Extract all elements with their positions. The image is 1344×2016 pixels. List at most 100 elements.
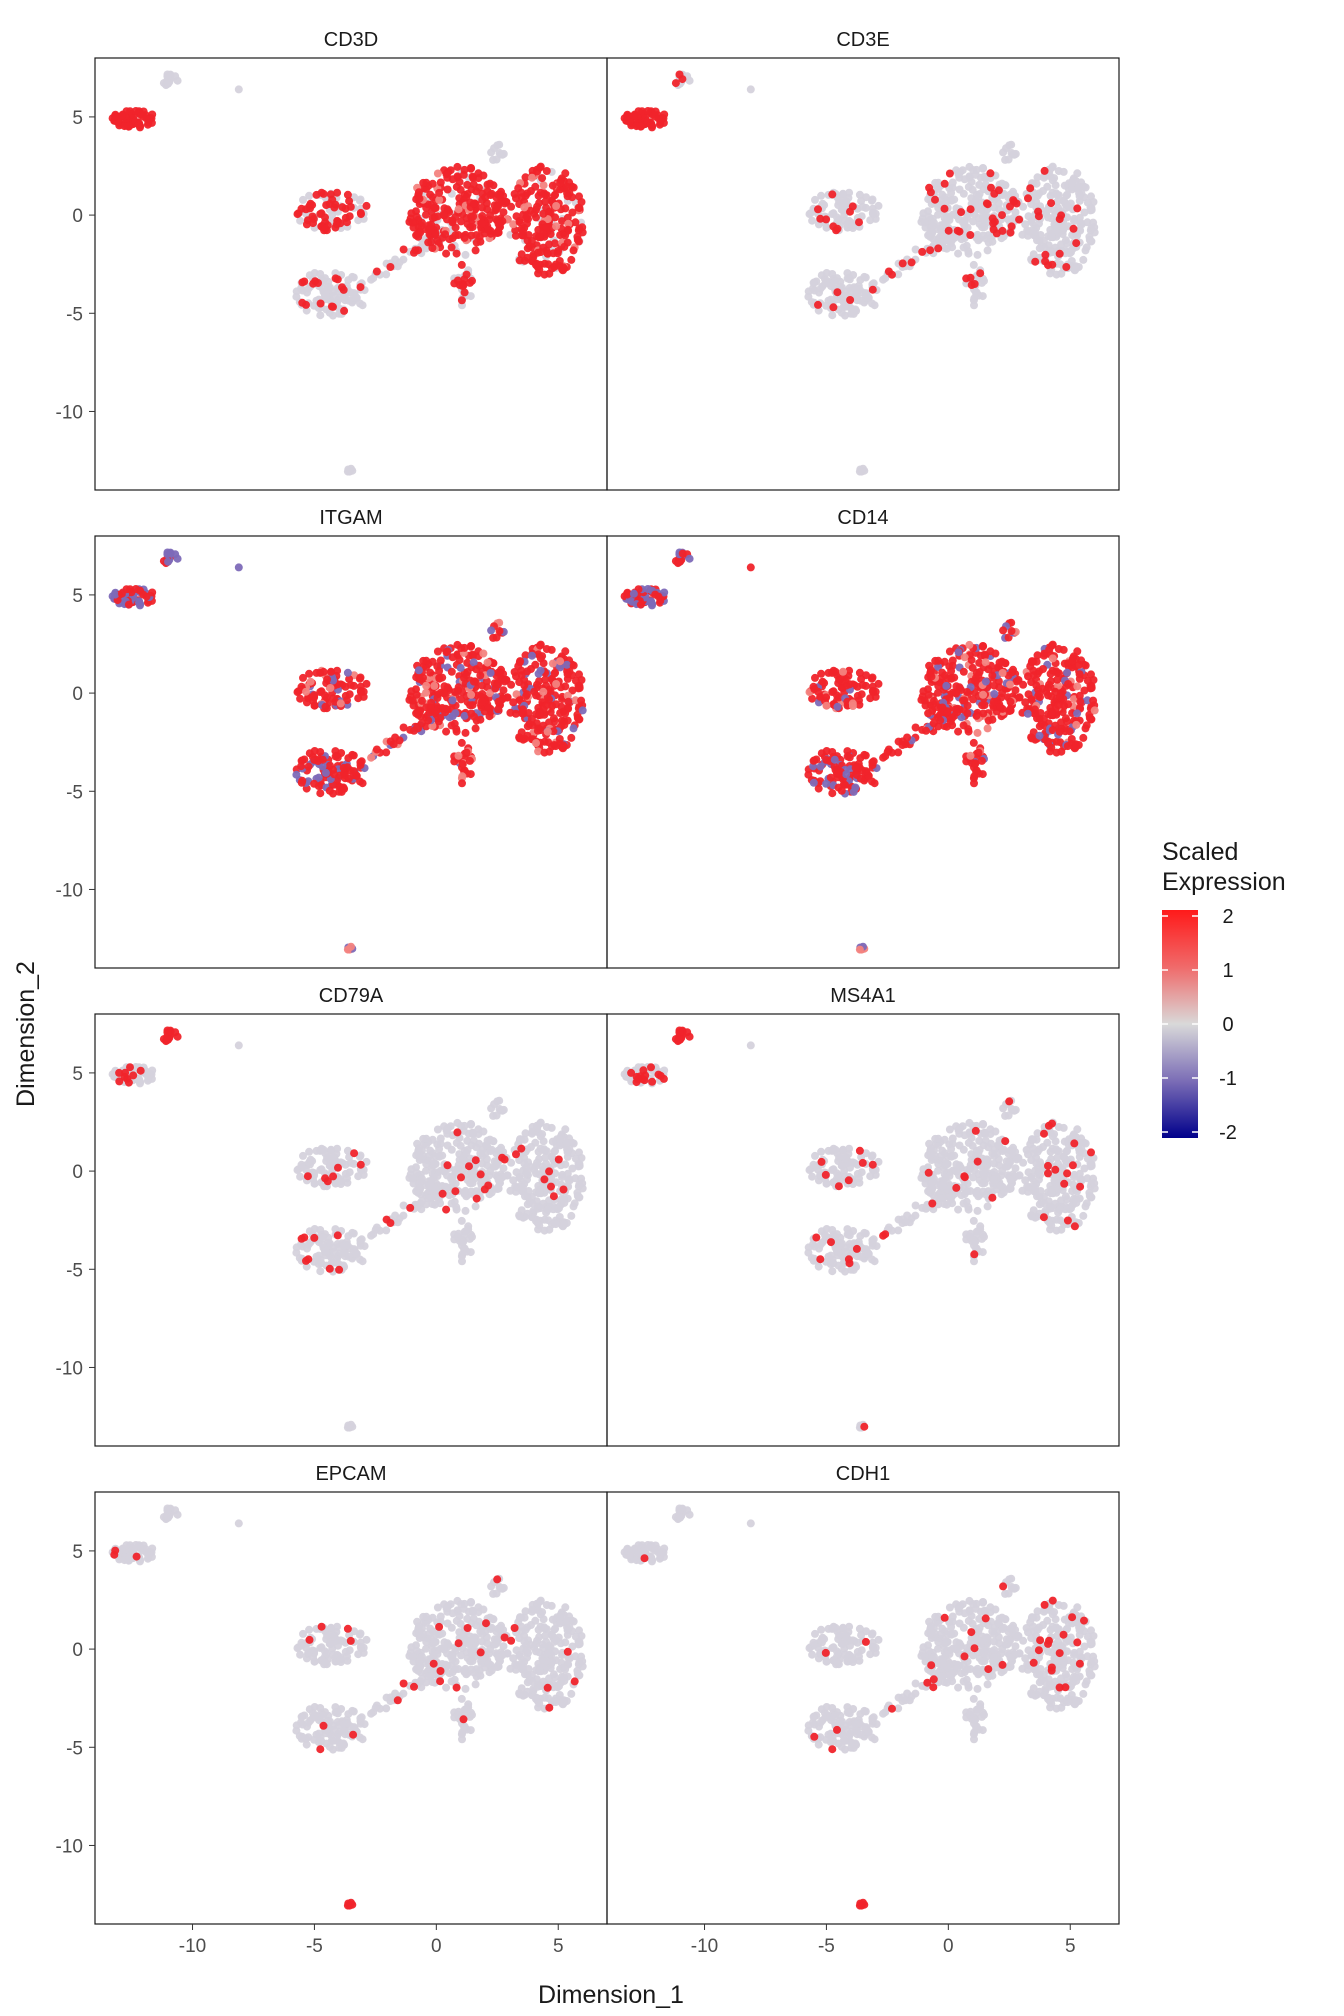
cell-point: [523, 244, 532, 253]
cell-point: [1042, 687, 1051, 696]
cell-point: [453, 276, 462, 285]
cell-point: [462, 270, 471, 279]
cell-point: [563, 192, 572, 201]
cell-point: [465, 1234, 474, 1243]
cell-point: [467, 212, 476, 221]
cell-point: [569, 1139, 578, 1148]
cell-point: [959, 1199, 968, 1208]
cell-point: [343, 945, 352, 954]
cell-point: [422, 203, 431, 212]
cell-point: [561, 204, 570, 213]
cell-point: [1047, 1188, 1056, 1197]
cell-point: [945, 1125, 954, 1134]
cell-point: [426, 703, 435, 712]
cell-point: [957, 208, 966, 217]
panel-cd14: CD14: [606, 507, 1120, 969]
cell-point: [930, 218, 938, 227]
cell-point: [911, 245, 920, 254]
cell-point: [435, 673, 444, 682]
cell-point: [841, 198, 850, 207]
cell-point: [979, 690, 988, 699]
cell-point: [457, 1173, 465, 1182]
cell-point: [467, 709, 476, 718]
cell-point: [329, 302, 337, 311]
cell-point: [1081, 661, 1090, 670]
cell-point: [356, 1160, 365, 1169]
cell-point: [435, 666, 444, 675]
cell-point: [1063, 1146, 1072, 1155]
cell-point: [1006, 1158, 1014, 1167]
cell-point: [319, 189, 328, 198]
panel-title: CD3D: [324, 29, 378, 51]
cell-point: [833, 1169, 841, 1178]
cell-point: [297, 204, 306, 213]
cell-point: [942, 1159, 951, 1168]
cell-point: [356, 283, 365, 292]
cell-point: [571, 1154, 580, 1163]
cell-point: [1072, 264, 1081, 273]
cell-point: [428, 179, 437, 188]
cell-point: [458, 282, 467, 290]
cell-point: [846, 296, 855, 304]
cell-point: [970, 301, 978, 310]
cell-point: [302, 1256, 310, 1265]
cell-point: [822, 223, 831, 232]
cell-point: [924, 709, 933, 718]
cell-point: [462, 748, 471, 757]
cell-point: [148, 110, 157, 119]
cell-point: [1083, 198, 1092, 207]
cell-point: [433, 1125, 442, 1134]
cell-point: [348, 1228, 357, 1237]
cell-point: [1054, 701, 1063, 710]
cell-point: [868, 285, 877, 294]
cell-point: [362, 201, 371, 210]
cell-point: [948, 236, 957, 244]
cell-point: [1090, 228, 1099, 237]
cell-point: [833, 702, 842, 711]
cell-point: [435, 188, 444, 197]
cell-point: [362, 679, 371, 688]
cell-point: [965, 1118, 974, 1127]
cell-point: [978, 642, 987, 651]
cell-point: [343, 467, 352, 476]
cell-point: [467, 690, 476, 699]
cell-point: [462, 671, 471, 680]
cell-point: [136, 601, 144, 610]
cell-point: [1053, 675, 1062, 684]
cell-point: [838, 1162, 847, 1170]
cell-point: [560, 1220, 569, 1229]
cell-point: [306, 677, 315, 686]
cell-point: [487, 1104, 496, 1113]
cell-point: [931, 195, 939, 204]
cell-point: [573, 713, 582, 722]
cell-point: [310, 701, 319, 710]
cell-point: [578, 1184, 587, 1193]
cell-point: [111, 590, 120, 599]
cell-point: [316, 311, 325, 320]
cell-point: [117, 111, 126, 120]
cell-point: [1072, 720, 1081, 729]
cell-point: [536, 1119, 544, 1128]
cell-point: [326, 1162, 335, 1170]
cell-point: [500, 1155, 509, 1164]
cell-point: [998, 211, 1006, 220]
cell-point: [344, 774, 353, 783]
cell-point: [299, 195, 307, 204]
cell-point: [124, 600, 133, 609]
cell-point: [1073, 169, 1082, 178]
cell-point: [1006, 680, 1014, 689]
cell-point: [934, 681, 943, 690]
cell-point: [316, 748, 325, 756]
cell-point: [358, 1257, 367, 1266]
cell-point: [831, 667, 840, 676]
cell-point: [528, 173, 536, 182]
cell-point: [983, 200, 992, 209]
cell-point: [1080, 208, 1089, 217]
cell-point: [1055, 1205, 1064, 1214]
cell-point: [960, 696, 969, 705]
cell-point: [348, 750, 357, 759]
cell-point: [319, 1145, 328, 1154]
cell-point: [521, 173, 530, 182]
cell-point: [1075, 192, 1084, 201]
cell-point: [142, 114, 151, 123]
